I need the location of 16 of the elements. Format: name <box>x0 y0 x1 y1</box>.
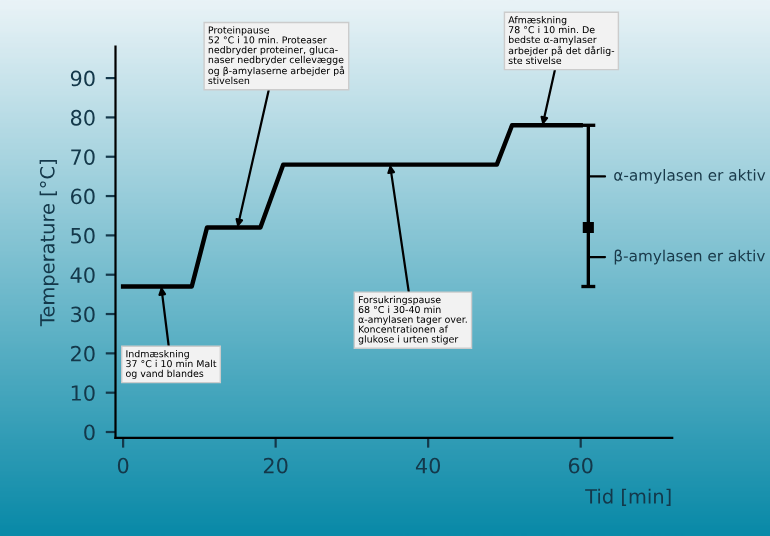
y-tick-label: 80 <box>70 109 95 126</box>
x-tick-label: 20 <box>263 457 288 474</box>
x-tick-label: 0 <box>117 457 129 474</box>
x-axis-title: Tid [min] <box>585 488 671 506</box>
y-tick-label: 60 <box>71 188 95 205</box>
y-tick-label: 90 <box>70 70 95 87</box>
y-axis-title: Temperature [°C] <box>39 160 59 327</box>
x-tick-label: 40 <box>415 457 441 474</box>
y-tick-label: 30 <box>71 306 95 323</box>
y-tick-label: 0 <box>84 424 95 441</box>
y-tick-label: 40 <box>70 267 95 283</box>
y-tick-label: 70 <box>71 149 95 165</box>
y-tick-label: 50 <box>71 227 95 244</box>
x-tick-label: 60 <box>568 457 593 474</box>
y-tick-label: 10 <box>71 385 95 401</box>
y-tick-label: 20 <box>71 345 95 362</box>
